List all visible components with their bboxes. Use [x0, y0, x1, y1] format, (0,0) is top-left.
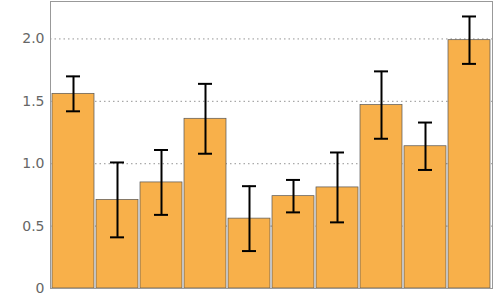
svg-text:2.0: 2.0 [22, 30, 44, 46]
svg-text:0.5: 0.5 [22, 218, 44, 234]
svg-text:1.0: 1.0 [22, 155, 44, 171]
svg-text:0: 0 [36, 280, 45, 296]
svg-text:1.5: 1.5 [22, 93, 44, 109]
